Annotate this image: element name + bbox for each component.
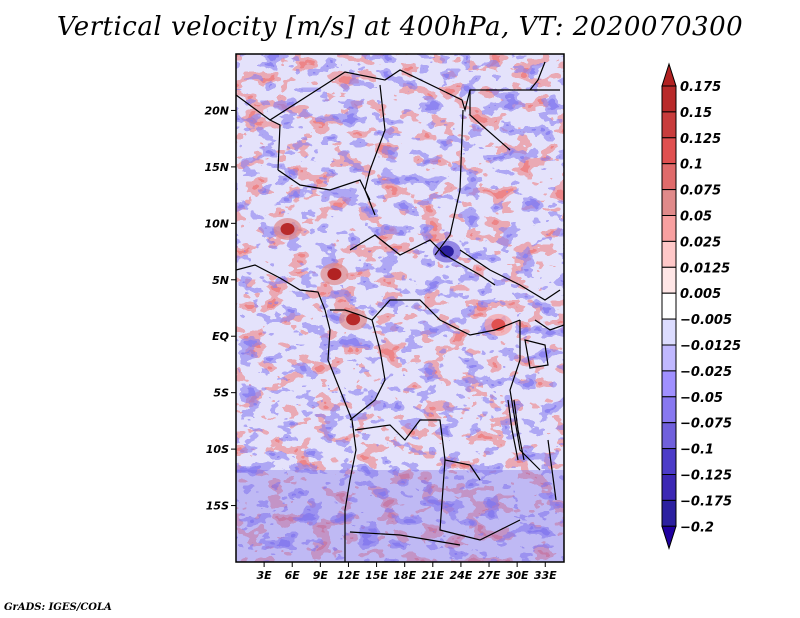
lon-tick-label: 9E <box>313 569 329 582</box>
border-north-algeria-niger-libya <box>236 69 560 121</box>
hotspot-core <box>280 222 295 235</box>
lon-tick-label: 12E <box>337 569 360 582</box>
lon-tick-label: 3E <box>257 569 273 582</box>
colorbar-label: −0.1 <box>680 443 714 458</box>
border-niger-nigeria <box>277 169 371 201</box>
border-angola-zambia <box>439 459 521 541</box>
lat-tick-label: 15N <box>204 161 229 174</box>
colorbar-label: −0.2 <box>680 520 714 535</box>
map-frame <box>235 53 565 563</box>
colorbar-swatch <box>661 474 677 501</box>
nile-ethiopia <box>529 61 546 91</box>
lon-tick-label: 33E <box>534 569 557 582</box>
lon-tick-label: 24E <box>450 569 473 582</box>
hotspot-core <box>491 318 506 331</box>
lon-tick-label: 30E <box>506 569 529 582</box>
lat-tick-label: 5S <box>213 387 229 400</box>
colorbar-swatch <box>661 422 677 450</box>
lon-tick-label: 15E <box>365 569 388 582</box>
colorbar-label: −0.075 <box>680 417 732 432</box>
lat-tick-label: 10S <box>206 443 229 456</box>
hotspot-core <box>327 268 342 281</box>
lake-malawi <box>547 439 557 501</box>
colorbar-swatch <box>661 448 677 476</box>
field-south-band <box>236 470 564 562</box>
lat-tick-label: 5N <box>212 274 229 287</box>
colorbar-swatch <box>661 396 677 424</box>
lat-tick-label: EQ <box>212 330 229 343</box>
colorbar-label: −0.125 <box>680 469 732 484</box>
colorbar-label: 0.175 <box>680 80 721 95</box>
footer-credit: GrADS: IGES/COLA <box>4 602 112 613</box>
colorbar-label: −0.0125 <box>680 339 741 354</box>
lat-tick-label: 15S <box>206 500 229 513</box>
border-drc-east <box>509 320 541 471</box>
coast-west-africa <box>236 264 357 562</box>
colorbar-top-arrow <box>661 62 677 87</box>
colorbar-label: 0.075 <box>680 184 721 199</box>
border-angola-namibia <box>349 531 461 546</box>
border-sudan-south <box>459 249 561 301</box>
lon-tick-label: 18E <box>393 569 416 582</box>
colorbar-label: −0.05 <box>680 391 723 406</box>
lat-tick-label: 10N <box>204 217 229 230</box>
colorbar: 0.175 0.15 0.125 0.1 0.075 0.05 0.025 0.0125 0.0… <box>661 62 741 550</box>
country-borders <box>236 61 564 562</box>
lat-tick-label: 20N <box>204 104 229 117</box>
lake-victoria <box>524 339 549 369</box>
colorbar-swatch <box>661 266 677 294</box>
field-downward-motion <box>236 54 564 562</box>
lon-tick-label: 27E <box>478 569 501 582</box>
colorbar-label: −0.025 <box>680 365 732 380</box>
border-east-africa <box>534 319 564 331</box>
map-field <box>236 54 564 562</box>
colorbar-label: 0.15 <box>680 106 712 121</box>
colorbar-label: −0.005 <box>680 313 732 328</box>
colorbar-swatch <box>661 163 677 191</box>
plot-title: Vertical velocity [m/s] at 400hPa, VT: 2… <box>56 12 744 42</box>
colorbar-swatch <box>661 318 677 346</box>
colorbar-swatch <box>661 344 677 372</box>
colorbar-label: 0.025 <box>680 235 721 250</box>
colorbar-label: −0.175 <box>680 494 732 509</box>
colorbar-swatch <box>661 370 677 398</box>
border-car-drc <box>330 299 521 336</box>
colorbar-swatch <box>661 292 677 320</box>
colorbar-label: 0.1 <box>680 158 703 173</box>
latitude-axis: 20N 15N 10N 5N EQ 5S 10S 15S <box>204 104 236 513</box>
lon-tick-label: 6E <box>285 569 301 582</box>
colorbar-label: 0.0125 <box>680 261 730 276</box>
border-niger-chad <box>364 84 386 216</box>
colorbar-swatch <box>661 499 677 527</box>
colorbar-swatch <box>661 215 677 242</box>
hotspot-core <box>346 313 361 326</box>
colorbar-swatch <box>661 111 677 139</box>
colorbar-swatch <box>661 189 677 217</box>
hotspot-core <box>439 245 454 258</box>
colorbar-swatch <box>661 85 677 113</box>
border-chad-sudan <box>434 109 464 256</box>
lake-tanganyika <box>507 399 525 461</box>
colorbar-bottom-arrow <box>661 525 677 550</box>
border-cameroon-car <box>349 234 496 286</box>
colorbar-swatch <box>661 240 677 268</box>
colorbar-swatch <box>661 137 677 165</box>
border-libya-chad-sudan <box>469 90 511 151</box>
border-angola-drc <box>354 419 481 481</box>
colorbar-label: 0.125 <box>680 132 721 147</box>
border-mali-niger <box>269 119 281 171</box>
longitude-axis: 3E 6E 9E 12E 15E 18E 21E 24E 27E 30E 33E <box>257 562 557 582</box>
border-congo-drc <box>349 319 386 421</box>
lon-tick-label: 21E <box>421 569 444 582</box>
colorbar-label: 0.005 <box>680 287 721 302</box>
hotspot-layer <box>273 217 513 336</box>
colorbar-label: 0.05 <box>680 210 712 225</box>
